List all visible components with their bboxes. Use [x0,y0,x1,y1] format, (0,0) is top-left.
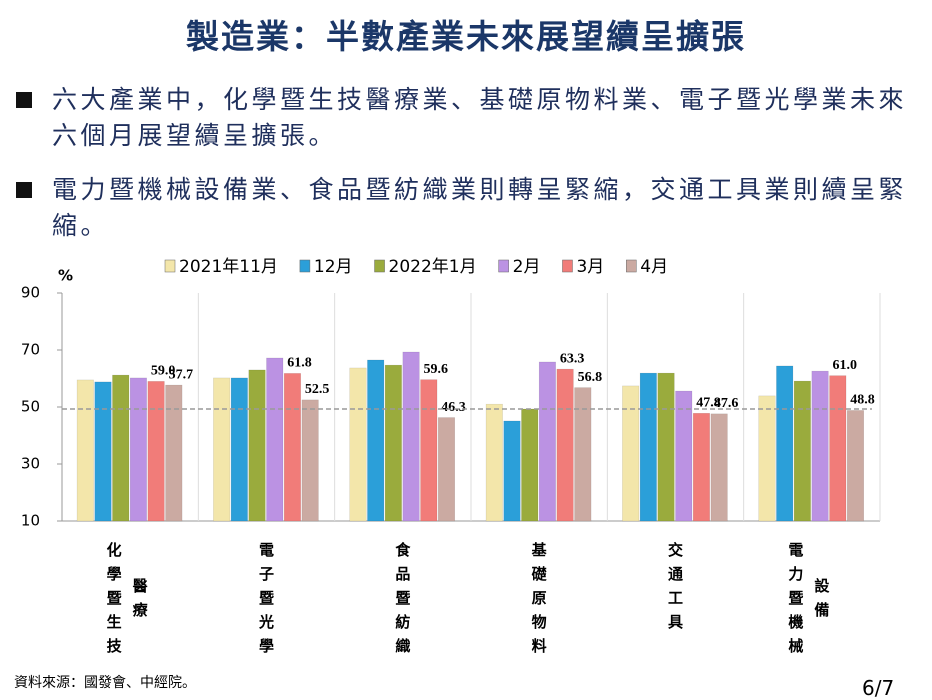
bullet-text: 六大產業中，化學暨生技醫療業、基礎原物料業、電子暨光學業未來六個月展望續呈擴張。 [52,85,908,150]
y-tick-label: 30 [21,455,40,473]
legend-label: 2021年11月 [179,257,278,277]
bar [776,365,794,522]
data-label: 59.0 [151,364,176,379]
bar [230,377,248,522]
bullet-marker [16,92,32,108]
bar [692,413,710,522]
y-tick-label: 70 [21,341,40,359]
bar [129,377,147,522]
data-label: 46.3 [441,400,466,415]
bar [283,373,301,522]
y-axis-label: % [58,267,73,285]
category-label: 基礎原物料 [531,541,547,655]
bar [657,372,675,522]
category-label: 電力暨機械 [788,541,804,655]
bar [556,368,574,522]
bar [402,351,420,522]
bar [248,369,266,522]
bar [266,357,284,522]
legend-swatch [562,259,573,273]
bar [675,390,693,522]
bullet-marker [16,182,32,198]
bar [349,367,367,522]
category-label: 交通工具 [667,541,683,631]
bar [503,420,521,522]
data-label: 61.8 [287,356,312,371]
y-tick-label: 50 [21,398,40,416]
bar [485,403,503,522]
bar [811,370,829,522]
category-label: 食品暨紡織 [395,541,411,655]
legend-swatch [374,259,385,273]
bar [165,384,183,522]
bar [846,410,864,522]
page-number: 6/7 [862,676,895,700]
legend-swatch [299,259,311,273]
source-note: 資料來源：國發會、中經院。 [14,675,196,691]
legend-label: 4月 [640,257,668,277]
data-label: 63.3 [560,351,585,366]
bar [367,359,385,522]
bar [622,385,640,522]
legend-swatch [498,259,509,273]
slide-title: 製造業：半數產業未來展望續呈擴張 [186,17,746,56]
bar [574,387,592,522]
category-label: 電子暨光學 [258,541,274,655]
bar [420,379,438,522]
y-tick-label: 90 [21,284,40,302]
data-label: 47.8 [696,395,721,410]
bar [437,417,455,522]
bar [758,395,776,522]
chart: % 10 30 50 70 90 2021年11月 12月 2022年1月 2月 3月 4月 59.0… [21,257,881,530]
legend-label: 12月 [314,257,353,277]
bar [94,381,112,522]
data-label: 56.8 [578,370,603,385]
bar [76,379,94,522]
bar [639,372,657,522]
category-label: 設備 [814,577,830,619]
bar [147,381,165,522]
legend-label: 2022年1月 [389,257,477,277]
bar [384,364,402,522]
category-label: 化學暨生技 [106,541,122,655]
bar [213,377,231,522]
legend-swatch [164,259,176,273]
bar [301,399,319,522]
bar [829,375,847,522]
legend-swatch [626,259,637,273]
bullet-text: 電力暨機械設備業、食品暨紡織業則轉呈緊縮，交通工具業則續呈緊縮。 [52,175,908,240]
data-label: 57.7 [169,367,194,382]
bar [112,374,130,522]
data-label: 47.6 [714,396,739,411]
bar [793,380,811,522]
data-label: 48.8 [850,393,875,408]
category-label: 醫療 [132,577,148,619]
legend-label: 3月 [576,257,604,277]
bar [710,413,728,522]
legend-label: 2月 [513,257,541,277]
data-label: 61.0 [833,358,858,373]
bar [538,361,556,522]
bar [521,408,539,522]
y-tick-label: 10 [21,512,40,530]
data-label: 52.5 [305,382,330,397]
data-label: 59.6 [424,362,449,377]
